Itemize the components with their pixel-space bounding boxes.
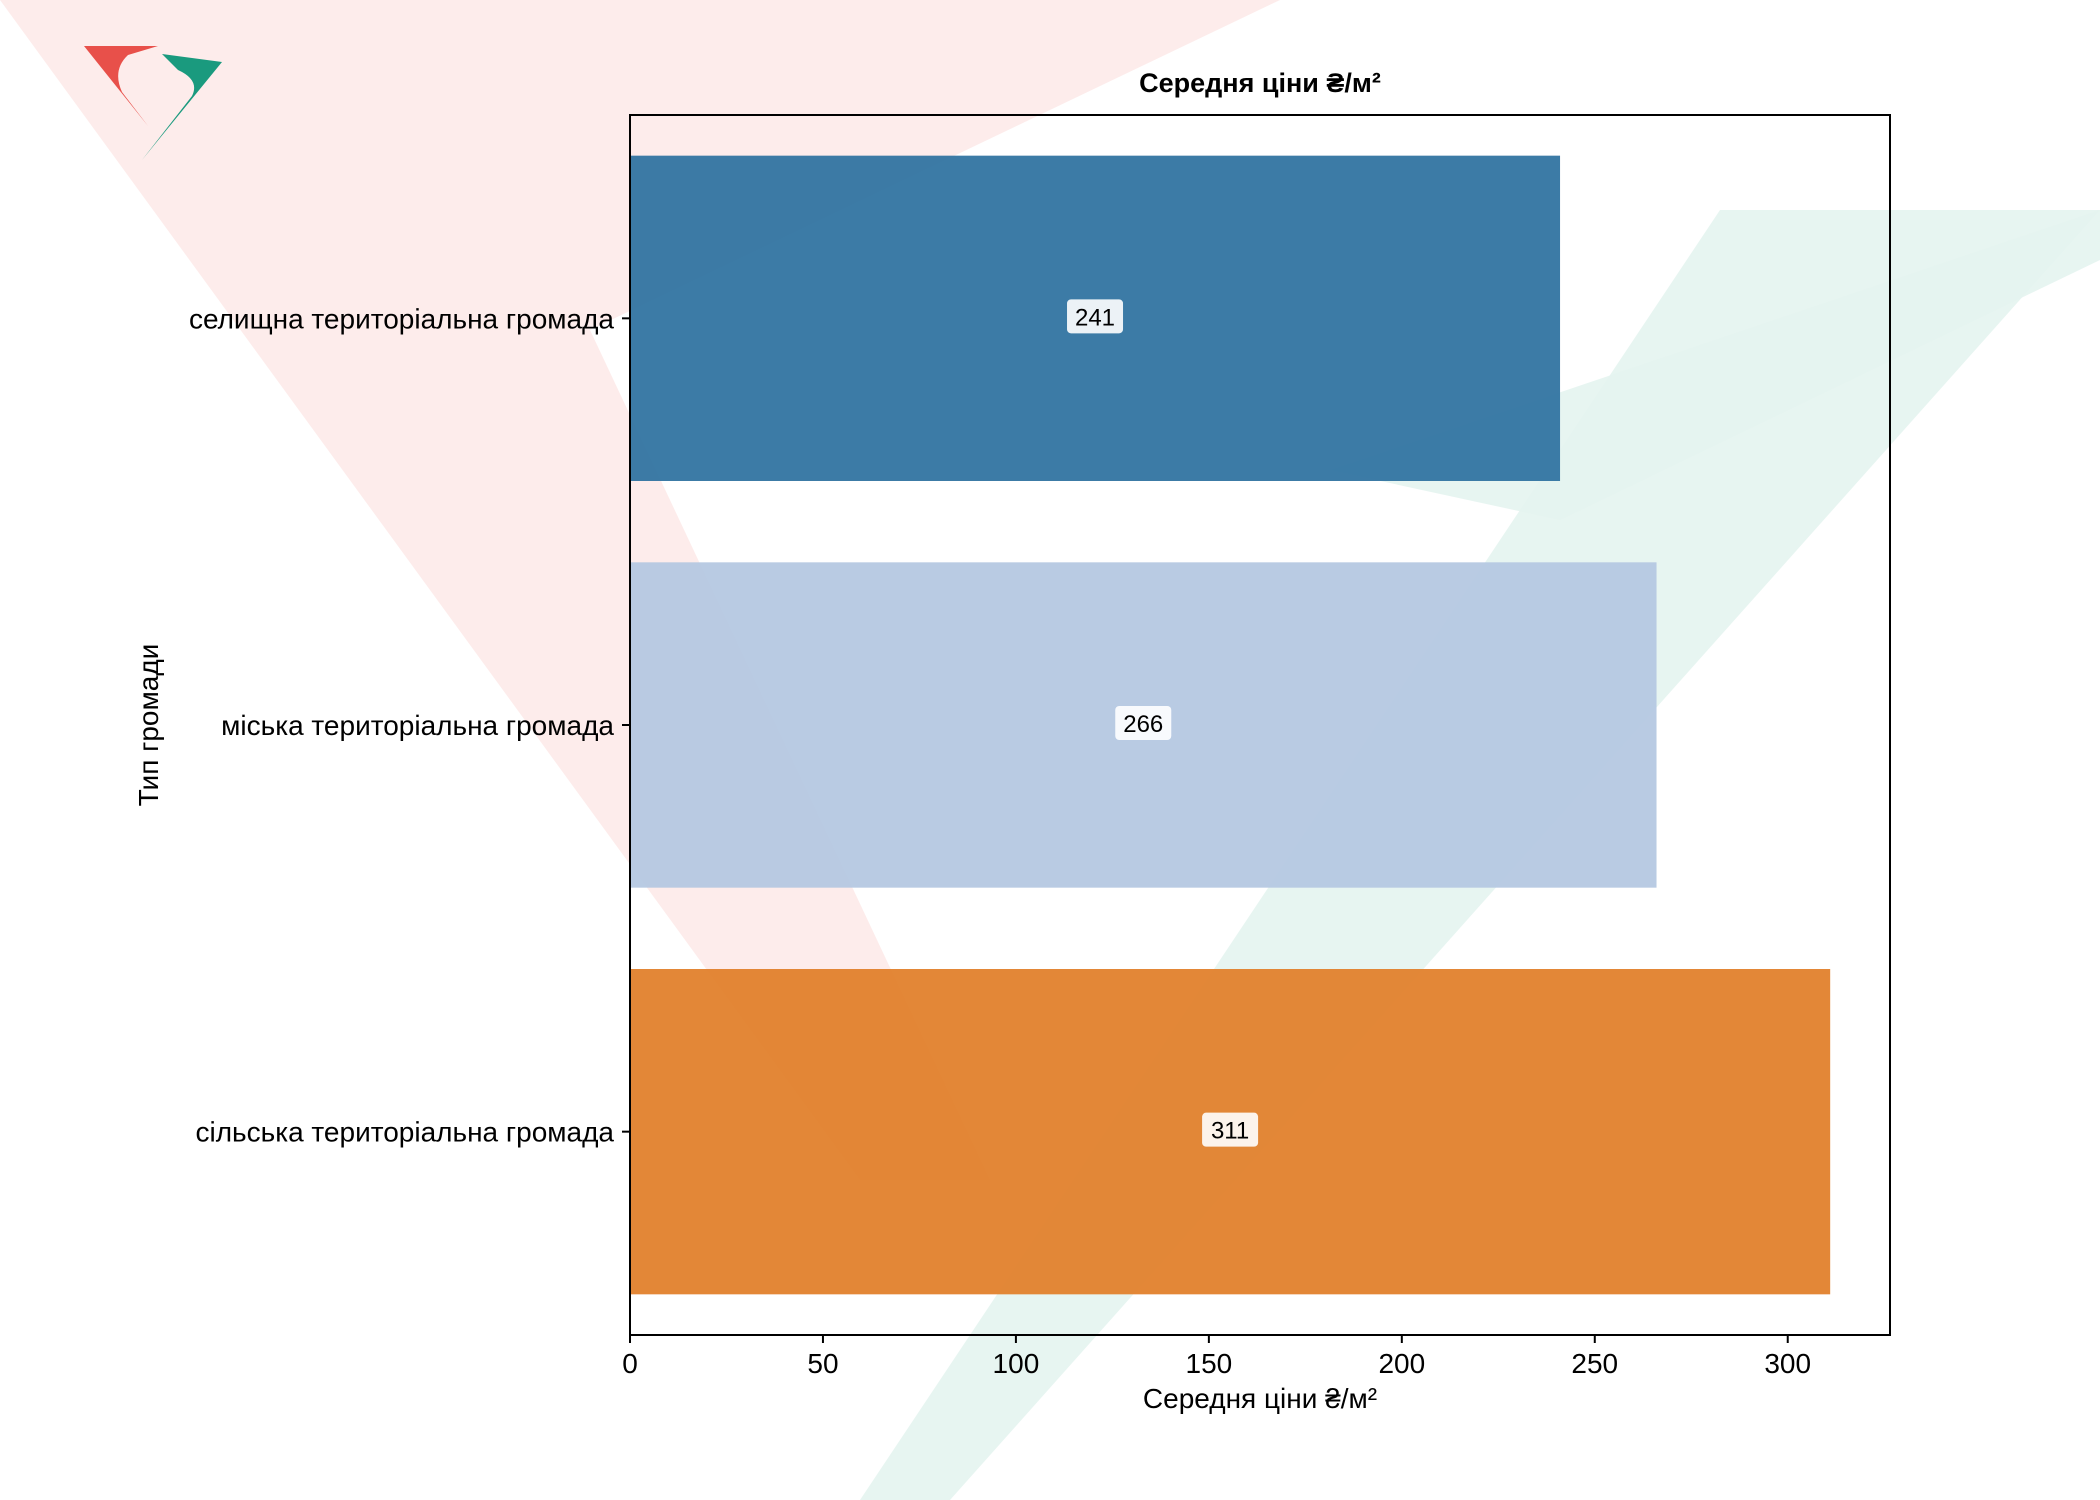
data-label: 266 <box>1123 711 1163 738</box>
data-label-box <box>1202 1112 1259 1147</box>
x-tick-label: 250 <box>1571 1348 1618 1379</box>
data-label-box <box>1067 299 1124 334</box>
logo-icon <box>84 46 222 160</box>
y-tick-label: селищна територіальна громада <box>189 303 614 334</box>
x-axis-ticks: 0 50 100 150 200 250 300 <box>622 1335 1811 1379</box>
x-tick-label: 50 <box>807 1348 838 1379</box>
logo-green-part <box>142 54 222 160</box>
x-tick-label: 300 <box>1764 1348 1811 1379</box>
bars-group: 241 266 311 <box>630 155 1831 1295</box>
data-label: 311 <box>1211 1118 1249 1145</box>
data-label-box <box>1115 706 1172 740</box>
x-axis-label: Середня ціни ₴/м² <box>1143 1383 1377 1414</box>
y-tick-label: міська територіальна громада <box>221 710 614 741</box>
y-tick-label: сільська територіальна громада <box>195 1117 614 1148</box>
logo-red-part <box>84 46 158 126</box>
x-tick-label: 200 <box>1378 1348 1425 1379</box>
chart-title: Середня ціни ₴/м² <box>1139 68 1381 98</box>
x-tick-label: 100 <box>993 1348 1040 1379</box>
data-label: 241 <box>1075 304 1115 331</box>
y-axis-label: Тип громади <box>133 644 164 807</box>
x-tick-label: 0 <box>622 1348 638 1379</box>
x-tick-label: 150 <box>1186 1348 1233 1379</box>
y-axis-ticks: селищна територіальна громада міська тери… <box>189 303 630 1148</box>
